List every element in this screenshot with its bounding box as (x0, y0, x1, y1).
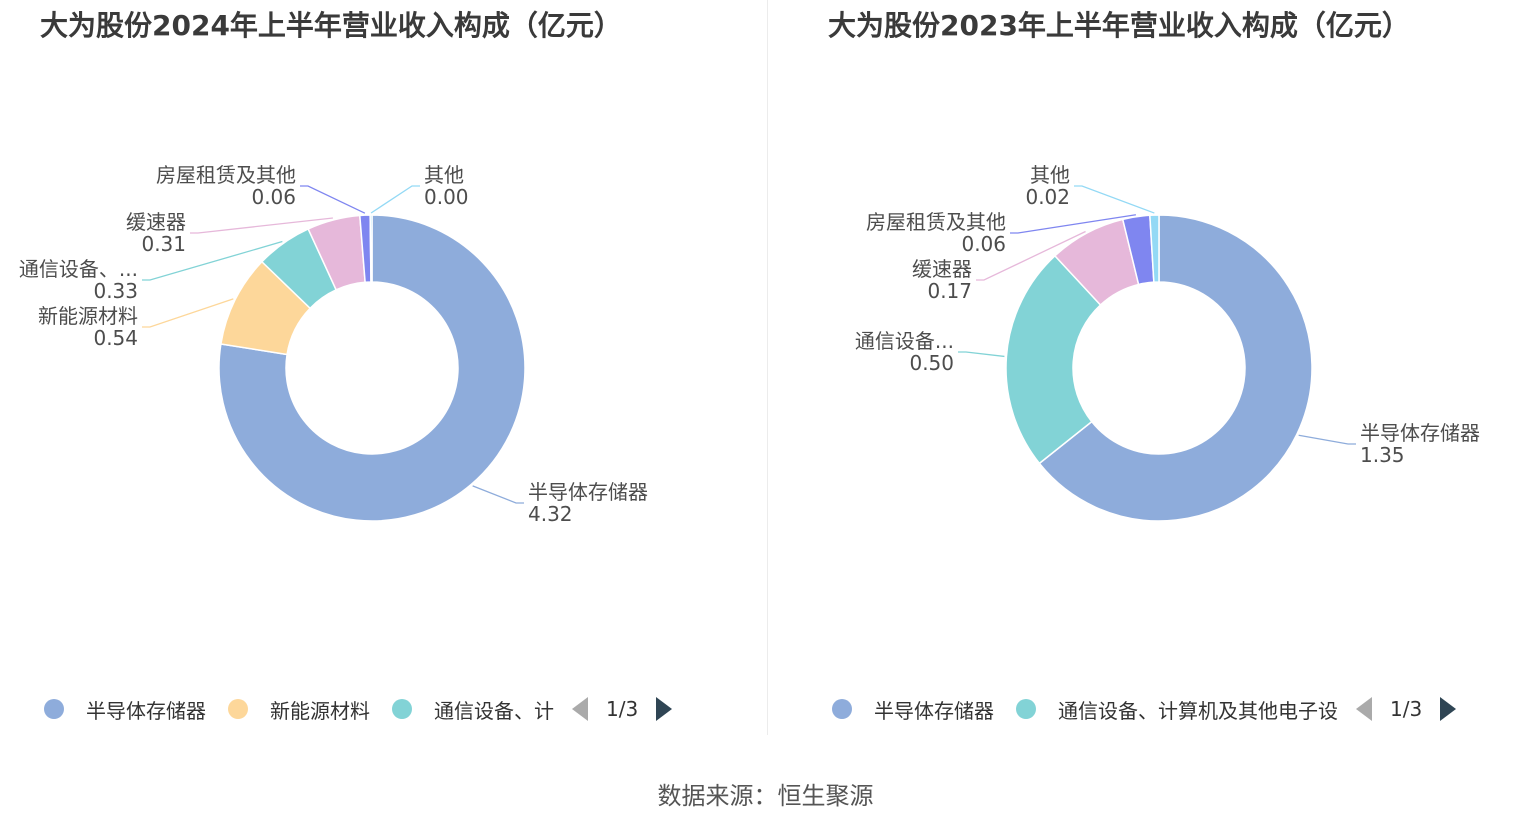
legend-item-communication[interactable]: 通信设备、计 (392, 695, 554, 724)
slice-label: 新能源材料 (38, 304, 138, 328)
pie-slice[interactable] (369, 214, 373, 283)
slice-value-label: 0.54 (93, 326, 138, 350)
legend-pager: 1/3 (1356, 697, 1457, 721)
leader-line (142, 240, 283, 281)
slice-label: 缓速器 (912, 257, 972, 281)
slice-value-label: 0.00 (424, 185, 469, 209)
legend-dot (1016, 699, 1036, 719)
leader-line (1010, 214, 1136, 234)
legend-next-icon[interactable] (1440, 697, 1457, 721)
chart-title-2023: 大为股份2023年上半年营业收入构成（亿元） (828, 9, 1410, 42)
legend-label: 半导体存储器 (86, 698, 206, 723)
legend-dot (832, 699, 852, 719)
chart-title-2024: 大为股份2024年上半年营业收入构成（亿元） (40, 9, 622, 42)
leader-line (190, 217, 333, 234)
slice-label: 房屋租赁及其他 (866, 210, 1006, 234)
pie-slice[interactable] (1149, 214, 1160, 283)
slice-label: 半导体存储器 (528, 480, 648, 504)
slice-label: 通信设备、... (19, 257, 138, 281)
slice-label: 其他 (424, 163, 464, 187)
slice-label: 半导体存储器 (1360, 421, 1480, 445)
legend-next-icon[interactable] (656, 697, 673, 721)
legend-label: 半导体存储器 (874, 698, 994, 723)
legend-item-communication[interactable]: 通信设备、计算机及其他电子设 (1016, 695, 1338, 724)
legend-pager: 1/3 (572, 697, 673, 721)
leader-line (300, 185, 366, 214)
legend-dot (44, 699, 64, 719)
chart-panel-2024: 大为股份2024年上半年营业收入构成（亿元） 半导体存储器 4.32 新能源材料 0.… (0, 0, 766, 735)
legend-page-indicator: 1/3 (606, 697, 639, 721)
legend-dot (228, 699, 248, 719)
legend-item-semiconductor[interactable]: 半导体存储器 (832, 695, 994, 724)
chart-panel-2023: 大为股份2023年上半年营业收入构成（亿元） 半导体存储器 1.35 通信设备...… (768, 0, 1531, 735)
legend-page-indicator: 1/3 (1390, 697, 1423, 721)
slice-value-label: 0.06 (961, 232, 1006, 256)
pie-slice[interactable] (1038, 214, 1313, 522)
leader-line (1298, 434, 1356, 445)
legend-2023: 半导体存储器 通信设备、计算机及其他电子设 1/3 (832, 693, 1457, 725)
legend-label: 通信设备、计算机及其他电子设 (1058, 698, 1338, 723)
slice-value-label: 0.33 (93, 279, 138, 303)
leader-line (142, 298, 234, 328)
leader-line (976, 230, 1086, 281)
pie-slice[interactable] (218, 214, 526, 522)
legend-label: 通信设备、计 (434, 698, 554, 723)
slice-label: 通信设备... (855, 329, 954, 353)
legend-prev-icon[interactable] (1356, 697, 1372, 721)
legend-item-semiconductor[interactable]: 半导体存储器 (44, 695, 206, 724)
slice-value-label: 4.32 (528, 502, 573, 526)
legend-dot (392, 699, 412, 719)
slice-value-label: 0.50 (909, 351, 954, 375)
leader-line (1074, 185, 1155, 214)
leader-line (958, 351, 1005, 358)
slice-value-label: 0.31 (141, 232, 186, 256)
panel-divider (767, 0, 768, 735)
slice-value-label: 1.35 (1360, 443, 1405, 467)
legend-item-new-energy[interactable]: 新能源材料 (228, 695, 370, 724)
slice-value-label: 0.06 (251, 185, 296, 209)
legend-prev-icon[interactable] (572, 697, 588, 721)
legend-label: 新能源材料 (270, 698, 370, 723)
pie-slice[interactable] (1005, 254, 1102, 465)
slice-value-label: 0.02 (1025, 185, 1070, 209)
legend-2024: 半导体存储器 新能源材料 通信设备、计 1/3 (44, 693, 673, 725)
leader-line (370, 185, 420, 214)
slice-value-label: 0.17 (927, 279, 972, 303)
slice-label: 其他 (1030, 163, 1070, 187)
data-source-footer: 数据来源：恒生聚源 (657, 782, 874, 810)
leader-line (472, 485, 524, 504)
slice-label: 缓速器 (126, 210, 186, 234)
slice-label: 房屋租赁及其他 (156, 163, 296, 187)
